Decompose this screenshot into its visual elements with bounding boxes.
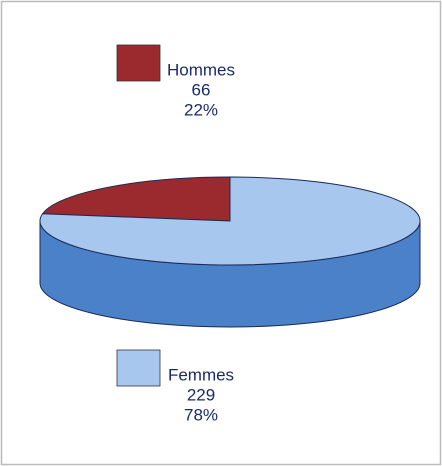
legend-swatch [116, 44, 161, 82]
value-label: 66 [192, 80, 211, 99]
percent-label: 22% [184, 100, 218, 119]
legend-swatch [116, 349, 161, 387]
pie-slice [41, 176, 231, 222]
pie-slice [39, 176, 421, 266]
legend-label: Hommes [167, 60, 235, 79]
value-label: 229 [187, 385, 215, 404]
legend-label: Femmes [168, 365, 234, 384]
percent-label: 78% [184, 405, 218, 424]
